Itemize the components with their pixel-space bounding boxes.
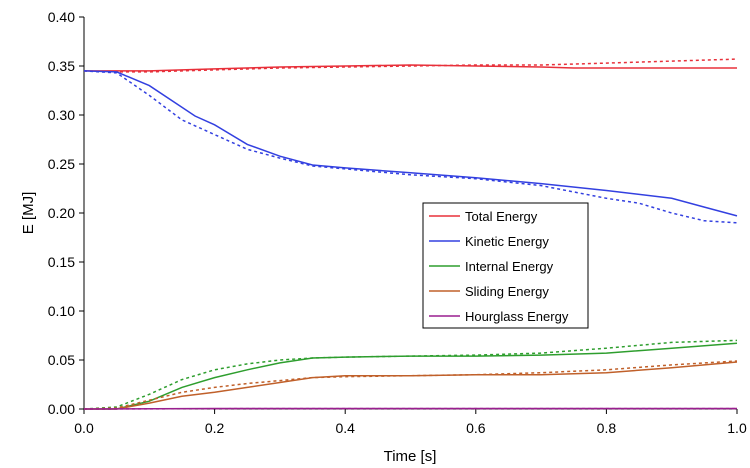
- series-line-2-solid: [83, 70, 738, 217]
- series-line-0-solid: [84, 64, 737, 72]
- y-tick-label: 0.05: [48, 352, 75, 368]
- y-tick-label: 0.15: [48, 254, 75, 270]
- legend-label: Hourglass Energy: [465, 309, 569, 324]
- x-axis-title: Time [s]: [384, 448, 437, 465]
- y-tick-label: 0.20: [48, 205, 75, 221]
- x-tick-label: 1.0: [727, 420, 747, 436]
- x-tick-label: 0.8: [597, 420, 617, 436]
- legend-label: Kinetic Energy: [465, 234, 549, 249]
- series-line-3-dotted: [83, 70, 738, 224]
- x-tick-label: 0.0: [74, 420, 94, 436]
- legend-label: Internal Energy: [465, 259, 554, 274]
- y-tick-label: 0.10: [48, 303, 75, 319]
- legend: Total Energy Kinetic Energy Internal Energ…: [422, 202, 589, 329]
- x-tick-label: 0.6: [466, 420, 486, 436]
- x-tick-label: 0.2: [205, 420, 225, 436]
- y-tick-label: 0.35: [48, 58, 75, 74]
- x-tick-label: 0.4: [335, 420, 355, 436]
- axis-ticks: 0.00 0.05 0.10 0.15 0.20 0.25 0.30 0.35 0.40 0.0 0…: [48, 9, 747, 436]
- series-line-7-dotted: [83, 360, 738, 410]
- y-tick-label: 0.40: [48, 9, 75, 25]
- series-line-5-dotted: [83, 339, 738, 410]
- legend-label: Sliding Energy: [465, 284, 549, 299]
- y-axis-title: E [MJ]: [20, 192, 37, 235]
- series-layer: [83, 58, 738, 410]
- y-tick-label: 0.25: [48, 156, 75, 172]
- y-tick-label: 0.30: [48, 107, 75, 123]
- y-tick-label: 0.00: [48, 401, 75, 417]
- series-line-6-solid: [84, 361, 738, 410]
- legend-label: Total Energy: [465, 209, 538, 224]
